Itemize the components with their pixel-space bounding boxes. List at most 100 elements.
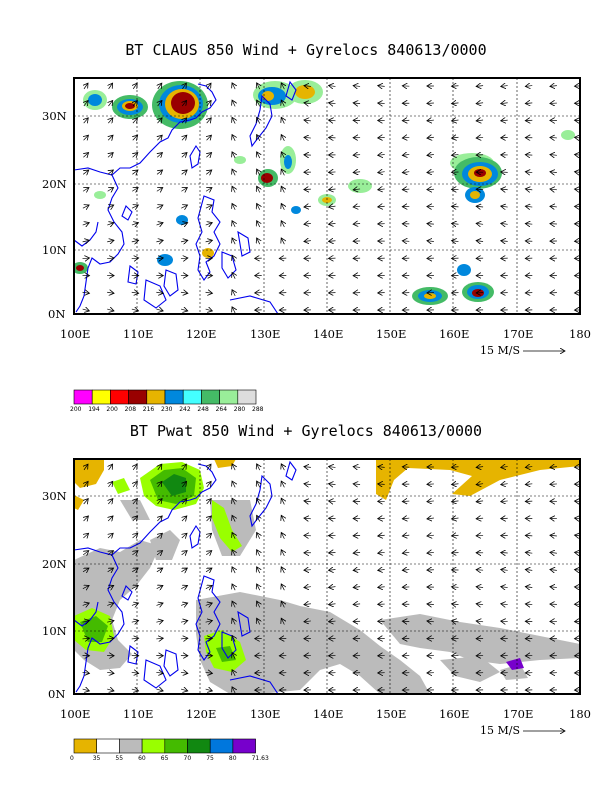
wind-vector [131, 638, 139, 639]
wind-vector [107, 223, 114, 225]
wind-vector [207, 135, 212, 140]
wind-vector [525, 552, 533, 553]
wind-vector [501, 484, 508, 485]
wind-vector [501, 241, 508, 242]
wind-vector [452, 206, 459, 207]
panel-2-lon-label: 120E [186, 707, 217, 721]
wind-vector [304, 518, 311, 519]
wind-vector [156, 568, 163, 572]
wind-vector [281, 498, 284, 505]
wind-vector [158, 499, 163, 504]
wind-vector [133, 118, 138, 123]
wind-vector [304, 604, 311, 605]
panel-2-gridlines [74, 459, 580, 694]
wind-vector [257, 464, 260, 471]
wind-vector [180, 258, 188, 259]
colorbar-tick-label: 80 [228, 755, 237, 762]
wind-vector [452, 137, 459, 138]
wind-vector [353, 484, 361, 485]
wind-vector [525, 103, 533, 104]
wind-vector [257, 515, 260, 522]
wind-vector [281, 601, 284, 608]
wind-vector [182, 481, 186, 487]
wind-vector [207, 83, 211, 90]
panel-1-lon-label: 100E [60, 327, 91, 341]
wind-vector [378, 189, 385, 190]
wind-vector [158, 83, 162, 90]
wind-vector [132, 188, 138, 192]
panel-1-lat-label: 20N [42, 177, 67, 191]
wind-vector [304, 241, 311, 242]
wind-vector [156, 689, 163, 691]
wind-vector [207, 499, 212, 504]
wind-vector [82, 240, 90, 242]
wind-vector [550, 587, 557, 588]
panel-1-gridlines [74, 78, 580, 314]
wind-vector [205, 240, 213, 242]
wind-vector [476, 103, 484, 104]
colorbar-swatch [73, 738, 98, 754]
panel-1-lon-label: 150E [376, 327, 407, 341]
wind-vector [427, 518, 434, 519]
wind-vector [131, 309, 139, 311]
wind-vector [281, 169, 284, 176]
wind-vector [181, 205, 187, 208]
wind-vector [281, 515, 284, 522]
wind-vector [205, 188, 212, 192]
wind-vector [257, 481, 260, 488]
wind-vector [525, 569, 533, 570]
wind-vector [501, 621, 508, 622]
colorbar-swatch [219, 389, 239, 405]
wind-vector [329, 120, 336, 121]
wind-vector [281, 152, 284, 159]
colorbar-tick-label: 35 [92, 755, 101, 762]
wind-vector [257, 601, 260, 608]
wind-vector [575, 552, 580, 553]
wind-vector [131, 205, 138, 208]
wind-vector [205, 568, 212, 572]
wind-vector [378, 172, 385, 173]
wind-vector [329, 570, 336, 571]
wind-vector [281, 584, 284, 591]
wind-vector [157, 135, 162, 140]
wind-vector [257, 532, 260, 539]
wind-vector [476, 484, 484, 485]
wind-vector [181, 585, 187, 588]
wind-vector [452, 535, 459, 536]
colorbar-swatch [146, 389, 166, 405]
wind-vector [182, 135, 187, 140]
wind-vector [476, 467, 484, 468]
wind-vector [304, 103, 311, 104]
wind-vector [131, 603, 139, 605]
wind-vector [107, 689, 114, 691]
wind-vector [84, 135, 89, 140]
wind-vector [427, 224, 434, 225]
wind-vector [281, 567, 284, 574]
wind-vector [180, 603, 188, 605]
wind-vector [281, 464, 284, 471]
wind-vector [108, 533, 113, 538]
wind-vector [157, 170, 163, 174]
wind-vector [281, 238, 284, 245]
wind-vector [353, 172, 361, 173]
wind-vector [402, 535, 410, 536]
panel-1-lon-label: 180 [569, 327, 591, 341]
wind-vector [206, 533, 211, 538]
panel-1-map [74, 78, 580, 314]
wind-vector [180, 240, 188, 242]
wind-vector [107, 621, 114, 623]
wind-vector [281, 117, 284, 124]
wind-vector [205, 672, 213, 673]
colorbar-tick-label: 55 [115, 755, 124, 762]
colorbar-swatch [232, 738, 256, 754]
wind-vector [281, 221, 284, 228]
panel-2-lat-label: 30N [42, 489, 67, 503]
colorbar-tick-label: 248 [197, 406, 209, 413]
wind-vector [156, 638, 163, 639]
wind-vector [329, 86, 336, 87]
wind-vector [304, 86, 311, 87]
colorbar-tick-label: 230 [161, 406, 173, 413]
panel-2-lat-label: 10N [42, 624, 67, 638]
wind-vector [205, 309, 213, 311]
wind-vector [476, 137, 484, 138]
